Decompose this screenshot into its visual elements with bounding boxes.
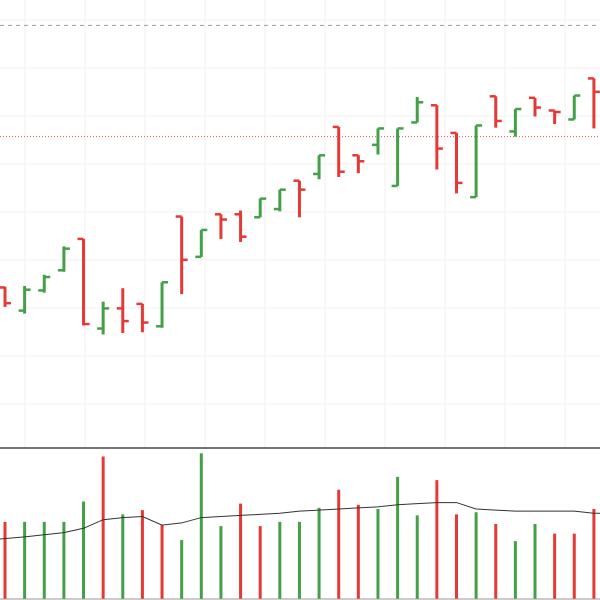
ohlc-bar [332,125,345,177]
ohlc-bar [0,286,11,307]
ohlc-bar [136,302,149,333]
volume-moving-average [0,502,600,540]
grid [0,0,600,448]
ohlc-bar [273,188,286,212]
ohlc-bar [313,154,326,180]
ohlc-bar [548,109,561,124]
ohlc-bar [77,237,90,326]
ohlc-bar [587,77,600,129]
ohlc-bar [371,127,384,155]
ohlc-bar [529,96,542,117]
ohlc-bar [509,107,522,137]
ohlc-bar [470,124,483,199]
ohlc-bar [97,301,110,335]
ohlc-bar [568,94,581,121]
reference-lines [0,24,600,138]
ohlc-bar [411,97,424,124]
ohlc-bar [156,280,169,328]
volume-series [3,453,596,599]
ohlc-bar [38,274,51,293]
ohlc-bar [293,179,306,218]
ohlc-bar [489,95,502,128]
ohlc-bar [18,285,31,314]
ohlc-bar [352,154,365,174]
ohlc-bar [234,210,247,242]
price-series [0,77,600,335]
ohlc-bar [391,127,404,188]
ohlc-bar [116,288,129,334]
ohlc-bar [430,104,443,170]
ohlc-bar [57,246,70,272]
ohlc-bar [195,228,208,259]
ohlc-bar [214,213,227,239]
ohlc-bar [450,131,463,194]
ohlc-bar [175,215,188,295]
ohlc-bar [254,197,267,219]
